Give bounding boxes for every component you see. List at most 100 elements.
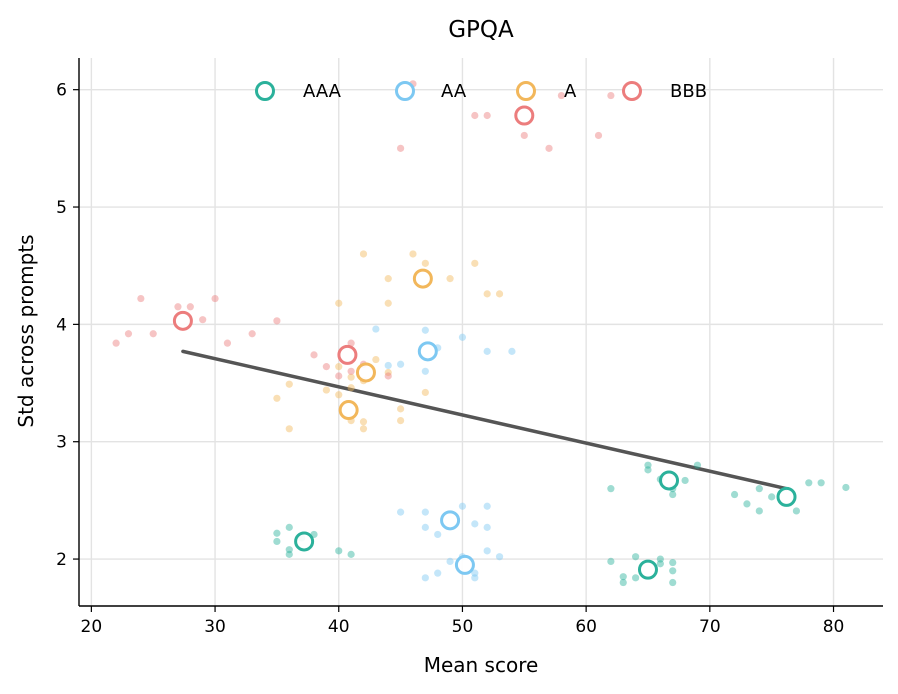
summary-marker-bbb	[337, 344, 358, 365]
scatter-point-bbb	[397, 144, 405, 152]
y-tick-label: 5	[56, 198, 67, 218]
scatter-point-aaa	[656, 560, 664, 568]
summary-marker-aaa	[637, 559, 658, 580]
scatter-point-aa	[421, 367, 429, 375]
scatter-point-aa	[471, 574, 479, 582]
scatter-point-bbb	[137, 294, 145, 303]
scatter-point-aaa	[817, 479, 825, 487]
scatter-point-aa	[434, 530, 442, 539]
scatter-point-aaa	[792, 507, 801, 515]
scatter-point-a	[359, 418, 368, 426]
scatter-point-a	[409, 250, 417, 258]
grid-layer	[79, 58, 883, 606]
scatter-point-a	[421, 259, 429, 267]
scatter-point-aaa	[619, 578, 627, 587]
x-tick-label: 30	[204, 617, 226, 637]
y-tick-label: 2	[56, 550, 67, 570]
legend-label-aaa: AAA	[303, 81, 342, 102]
scatter-point-a	[285, 425, 293, 433]
scatter-point-a	[384, 275, 392, 283]
scatter-point-a	[285, 380, 293, 388]
scatter-point-bbb	[149, 330, 157, 338]
scatter-point-aaa	[669, 578, 677, 587]
scatter-point-aa	[434, 569, 442, 577]
y-tick-label: 4	[56, 315, 67, 335]
scatter-point-aa	[483, 502, 491, 510]
x-tick-label: 20	[81, 617, 103, 637]
scatter-point-a	[335, 391, 343, 399]
scatter-point-aaa	[693, 461, 702, 469]
scatter-point-bbb	[112, 339, 120, 347]
scatter-point-aa	[421, 523, 429, 531]
scatter-point-aa	[508, 347, 516, 355]
scatter-point-a	[347, 373, 355, 381]
scatter-point-aaa	[644, 461, 652, 469]
scatter-point-bbb	[174, 303, 182, 311]
scatter-point-bbb	[273, 317, 281, 325]
scatter-point-aa	[446, 557, 454, 566]
summary-marker-aa	[417, 341, 438, 362]
scatter-point-bbb	[248, 330, 256, 338]
scatter-point-aaa	[768, 493, 776, 501]
scatter-point-bbb	[520, 131, 528, 140]
scatter-point-aaa	[285, 550, 293, 558]
scatter-point-bbb	[607, 91, 615, 100]
scatter-point-aaa	[743, 500, 751, 508]
scatter-point-aaa	[656, 555, 664, 563]
summary-marker-a	[338, 400, 359, 421]
chart-title: GPQA	[448, 17, 514, 43]
scatter-point-a	[384, 368, 392, 377]
legend-marker-aaa	[255, 81, 275, 101]
scatter-point-aaa	[335, 547, 343, 555]
scatter-point-aaa	[347, 550, 355, 558]
scatter-point-bbb	[186, 303, 194, 311]
scatter-point-bbb	[471, 111, 479, 120]
scatter-point-a	[397, 405, 405, 413]
summary-marker-aa	[454, 554, 475, 575]
y-tick-label: 3	[56, 433, 67, 453]
summary-marker-aa	[440, 510, 461, 531]
scatter-point-aa	[483, 347, 491, 355]
scatter-point-aaa	[730, 490, 739, 499]
summary-marker-bbb	[514, 105, 535, 126]
x-tick-label: 80	[823, 617, 845, 637]
scatter-point-bbb	[347, 339, 355, 347]
scatter-point-aa	[421, 574, 429, 582]
summary-marker-bbb	[172, 310, 193, 331]
scatter-point-aa	[384, 361, 392, 370]
legend-marker-a	[516, 81, 536, 101]
scatter-point-aaa	[755, 507, 763, 515]
x-tick-label: 50	[452, 617, 474, 637]
scatter-point-bbb	[223, 339, 232, 347]
scatter-point-bbb	[310, 351, 318, 359]
scatter-point-aaa	[273, 529, 281, 537]
summary-marker-aaa	[776, 486, 797, 507]
legend-label-bbb: BBB	[670, 81, 707, 102]
scatter-point-bbb	[199, 316, 207, 324]
scatter-point-aaa	[632, 553, 640, 561]
x-tick-label: 40	[328, 617, 350, 637]
scatter-point-aa	[458, 502, 467, 510]
scatter-point-aaa	[619, 573, 627, 581]
scatter-point-bbb	[594, 131, 603, 140]
scatter-point-aaa	[669, 558, 677, 567]
scatter-point-bbb	[322, 363, 330, 371]
scatter-point-aa	[421, 508, 429, 516]
scatter-point-a	[471, 259, 479, 267]
scatter-point-aaa	[607, 485, 615, 493]
scatter-point-a	[397, 416, 405, 425]
summary-marker-aaa	[659, 470, 680, 491]
scatter-point-aaa	[285, 546, 293, 554]
scatter-point-aa	[421, 326, 429, 334]
scatter-point-aaa	[669, 490, 677, 499]
scatter-point-aaa	[669, 567, 677, 575]
scatter-point-aa	[495, 553, 504, 561]
scatter-point-a	[273, 394, 281, 402]
scatter-point-a	[384, 299, 392, 307]
scatter-point-bbb	[545, 144, 553, 152]
scatter-point-aa	[471, 520, 479, 528]
scatter-point-bbb	[483, 111, 491, 120]
axes-layer: 20 30 40 50 60 70 80 2 3 4 5 6	[56, 58, 883, 637]
scatter-point-a	[347, 384, 355, 392]
